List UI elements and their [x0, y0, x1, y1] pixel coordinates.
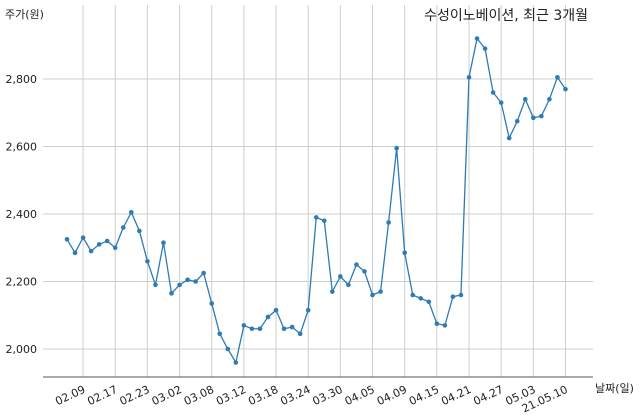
price-point [80, 235, 86, 240]
x-tick-label: 02.23 [118, 383, 152, 408]
x-tick-label: 03.30 [311, 383, 345, 408]
price-point [265, 314, 271, 320]
price-point [257, 326, 263, 332]
price-point [466, 75, 472, 80]
price-point [362, 269, 367, 274]
price-point [394, 145, 399, 151]
chart-title: 수성이노베이션, 최근 3개월 [424, 8, 588, 24]
price-point [137, 228, 142, 234]
price-point [330, 289, 335, 294]
price-point [305, 307, 311, 313]
price-point [88, 248, 94, 254]
price-point [72, 250, 78, 256]
x-tick-label: 04.09 [375, 383, 409, 408]
y-tick-labels: 2,000 2,200 2,400 2,600 2,800 [6, 73, 38, 356]
price-point [185, 277, 190, 283]
x-tick-label: 03.24 [278, 383, 312, 408]
x-tick-label: 04.15 [407, 383, 441, 408]
price-point [402, 250, 407, 256]
price-point [378, 289, 383, 294]
y-tick-label: 2,000 [6, 343, 38, 356]
price-point [297, 331, 303, 337]
price-point [490, 90, 496, 95]
y-tick-label: 2,600 [6, 141, 38, 154]
price-point [161, 240, 166, 245]
price-point [225, 346, 231, 352]
x-tick-label: 03.18 [246, 383, 280, 408]
x-tick-label: 03.02 [150, 383, 184, 408]
price-line [66, 37, 567, 365]
price-point [506, 135, 512, 141]
y-tick-label: 2,400 [6, 208, 38, 221]
x-axis-label: 날짜(일) [595, 381, 634, 395]
price-point [289, 324, 295, 330]
price-point [539, 113, 544, 119]
price-point [273, 307, 279, 313]
y-tick-label: 2,800 [6, 73, 38, 86]
price-point [514, 118, 520, 124]
price-point [338, 274, 343, 279]
price-point [370, 292, 375, 298]
price-point [450, 294, 456, 299]
price-point [321, 218, 327, 224]
price-point [482, 46, 488, 51]
price-points [64, 36, 568, 365]
price-point [153, 282, 158, 288]
price-point [112, 245, 118, 251]
x-tick-label: 03.12 [214, 383, 248, 408]
price-point [209, 301, 215, 306]
price-point [249, 326, 255, 332]
price-point [563, 86, 568, 92]
price-point [410, 292, 416, 298]
price-point [474, 36, 480, 41]
price-point [386, 220, 391, 225]
price-point [555, 75, 560, 80]
y-tick-label: 2,200 [6, 276, 38, 289]
price-point [233, 360, 239, 365]
x-tick-labels: 02.0902.1702.2303.0203.0803.1203.1803.24… [53, 383, 569, 415]
x-tick-label: 04.05 [343, 383, 377, 408]
price-point [241, 323, 247, 328]
price-point [442, 323, 448, 328]
x-tick-label: 02.09 [53, 383, 87, 408]
x-tick-label: 03.08 [182, 383, 216, 408]
price-point [313, 215, 319, 220]
price-point [177, 282, 182, 288]
price-point [281, 326, 287, 332]
price-point [104, 238, 110, 244]
price-point [96, 242, 102, 247]
price-point [426, 299, 432, 305]
price-point [498, 100, 504, 105]
price-point [145, 258, 150, 264]
price-point [458, 292, 464, 298]
price-point [64, 237, 70, 242]
x-tick-label: 04.27 [471, 383, 505, 408]
x-tick-label: 04.21 [439, 383, 473, 408]
price-point [531, 115, 536, 121]
price-point [547, 96, 552, 102]
gridlines [43, 5, 593, 377]
y-axis-label: 주가(원) [5, 8, 44, 21]
price-point [434, 321, 440, 326]
price-point [193, 279, 198, 284]
price-point [418, 296, 424, 301]
price-point [522, 96, 528, 102]
price-point [169, 291, 174, 296]
x-tick-label: 02.17 [85, 383, 119, 408]
price-point [201, 270, 206, 276]
price-point [120, 225, 126, 230]
price-point [346, 282, 351, 288]
price-point [354, 262, 359, 267]
price-point [129, 210, 134, 215]
price-point [217, 331, 223, 337]
